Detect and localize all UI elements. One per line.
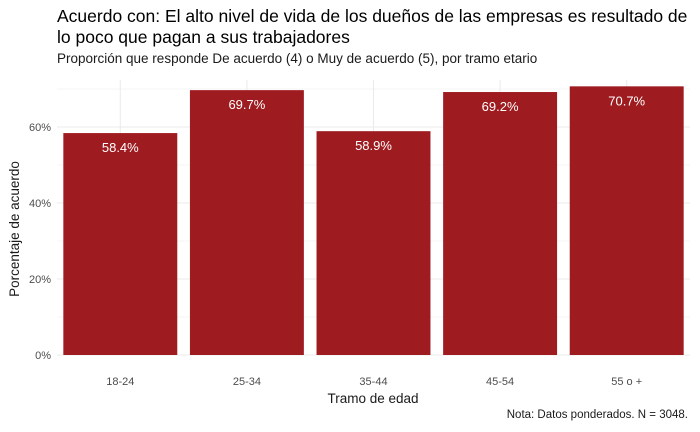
y-tick-label: 20% [29,274,51,286]
bar-value-label: 58.4% [102,140,139,155]
bar-35-44 [316,131,431,355]
y-axis-ticks: 0% 20% 40% 60% [29,122,51,362]
bar-value-label: 70.7% [608,93,645,108]
bar-value-label: 58.9% [355,138,392,153]
x-tick-label: 25-34 [233,376,261,388]
y-tick-label: 0% [35,350,51,362]
chart-caption: Nota: Datos ponderados. N = 3048. [506,409,688,421]
bar-value-label: 69.7% [228,97,265,112]
x-tick-label: 45-54 [486,376,514,388]
bar-value-label: 69.2% [482,99,519,114]
x-axis-ticks: 18-24 25-34 35-44 45-54 55 o + [106,376,642,388]
bars [63,86,684,355]
x-axis-title: Tramo de edad [327,391,418,406]
data-labels: 58.4% 69.7% 58.9% 69.2% 70.7% [102,93,646,155]
x-tick-label: 18-24 [106,376,134,388]
y-axis-title: Porcentaje de acuerdo [7,161,22,297]
x-tick-label: 35-44 [359,376,387,388]
x-tick-label: 55 o + [611,376,642,388]
y-tick-label: 40% [29,198,51,210]
bar-25-34 [189,90,304,355]
bar-18-24 [63,133,178,355]
bar-45-54 [443,92,558,355]
bar-55 o + [569,86,684,355]
y-tick-label: 60% [29,122,51,134]
chart-title: Acuerdo con: El alto nivel de vida de lo… [57,6,688,47]
chart-subtitle: Proporción que responde De acuerdo (4) o… [57,51,538,66]
